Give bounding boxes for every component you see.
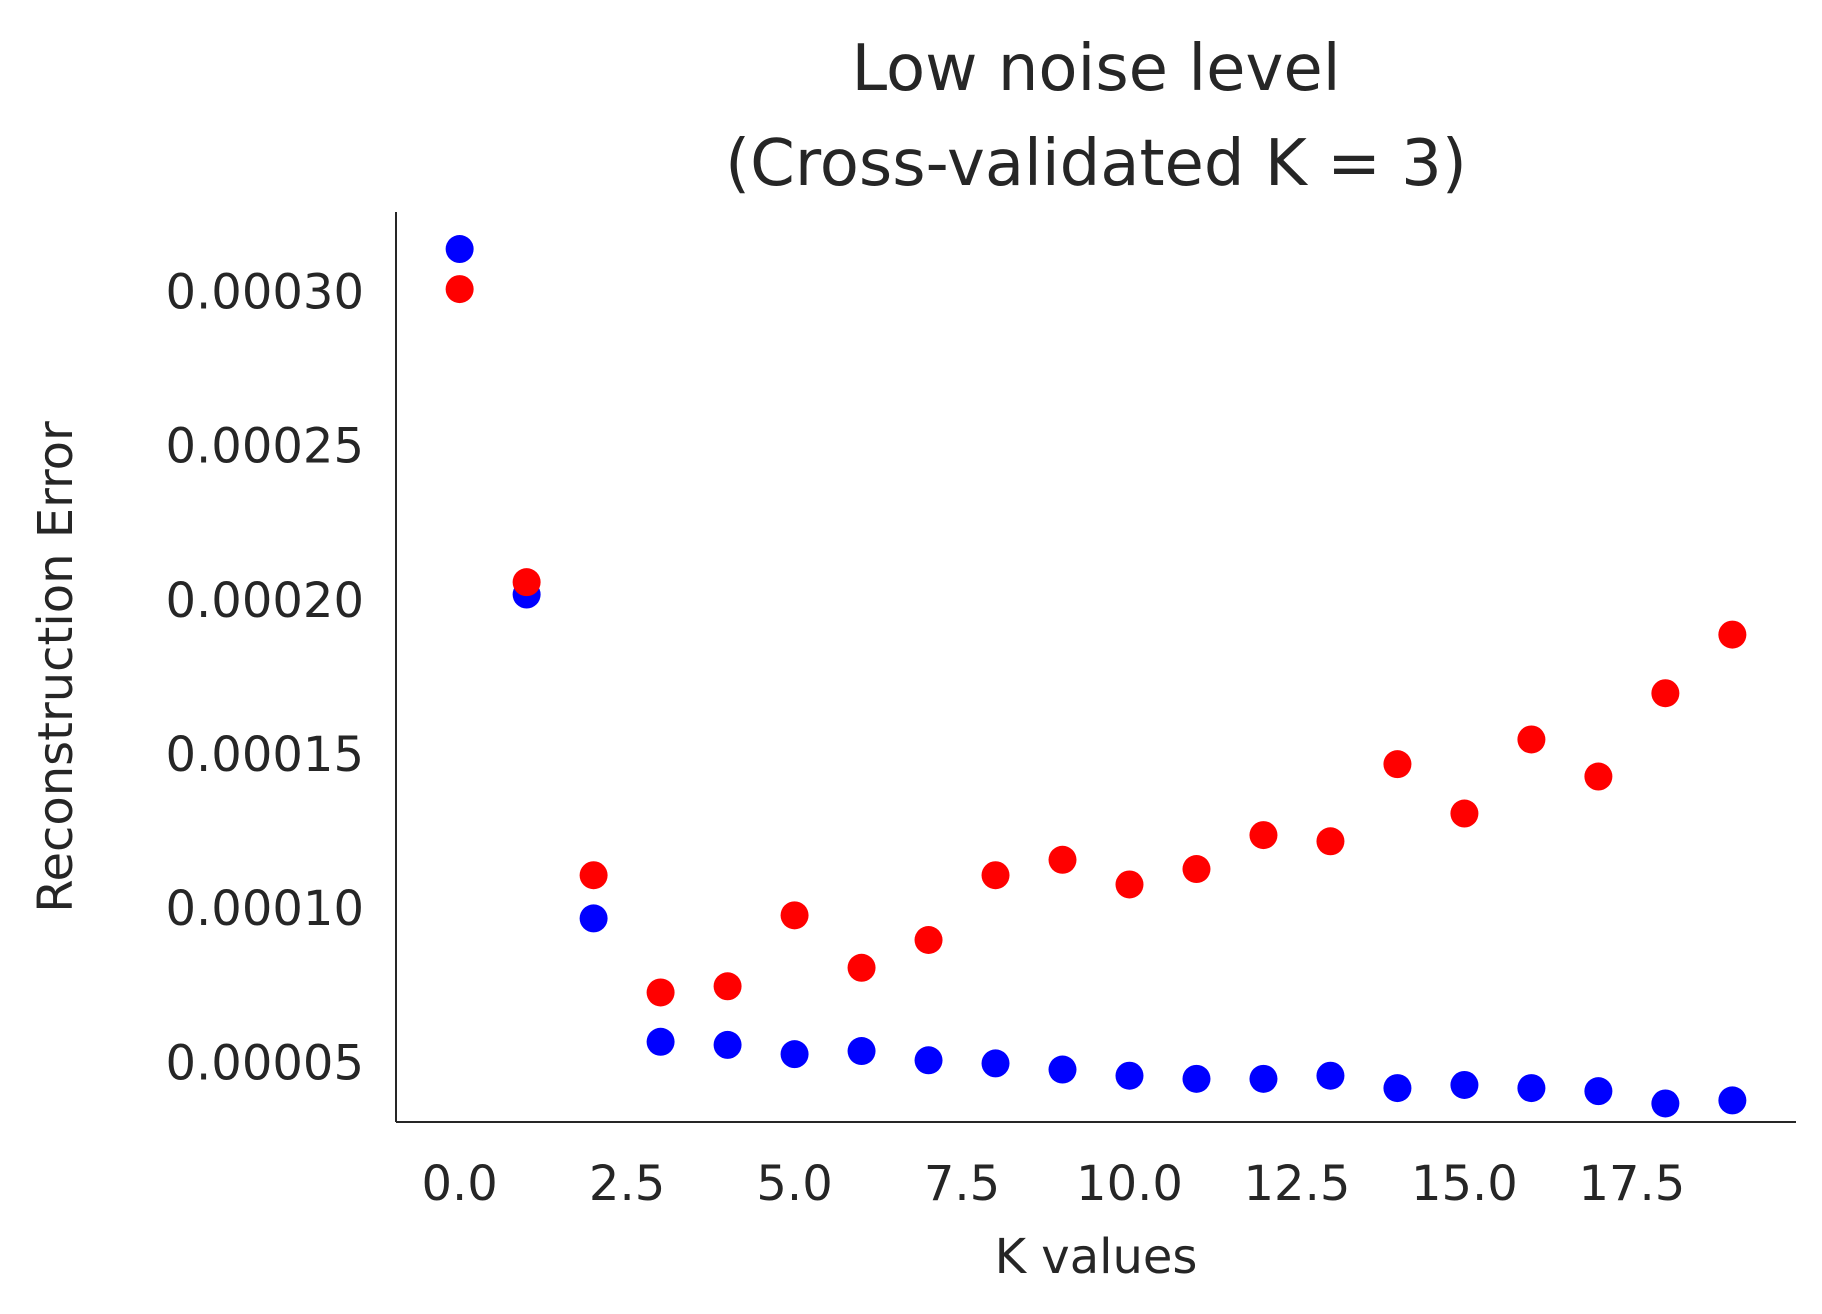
data-point-series-2 [512, 568, 541, 597]
x-tick-label: 5.0 [756, 1156, 832, 1212]
data-point-series-2 [847, 953, 876, 982]
x-tick-labels: 0.0 2.5 5.0 7.5 10.0 12.5 15.0 17.5 [421, 1156, 1685, 1212]
data-point-series-2 [1517, 725, 1546, 754]
data-point-series-2 [1450, 799, 1479, 828]
data-point-series-1 [445, 235, 474, 264]
data-point-series-1 [713, 1030, 742, 1059]
data-point-series-1 [1048, 1055, 1077, 1084]
x-tick-label: 12.5 [1244, 1156, 1351, 1212]
data-point-series-2 [1383, 750, 1412, 779]
data-point-series-1 [847, 1037, 876, 1066]
data-point-series-1 [780, 1040, 809, 1069]
data-point-series-1 [1115, 1061, 1144, 1090]
data-point-series-2 [1651, 679, 1680, 708]
data-point-series-1 [1182, 1064, 1211, 1093]
data-point-series-1 [1249, 1064, 1278, 1093]
data-point-series-2 [914, 926, 943, 954]
y-tick-label: 0.00015 [166, 727, 365, 783]
y-tick-label: 0.00025 [166, 419, 365, 475]
data-point-series-2 [1048, 845, 1077, 874]
data-point-series-2 [981, 861, 1010, 890]
y-axis-label: Reconstruction Error [28, 421, 84, 913]
x-tick-label: 10.0 [1076, 1156, 1183, 1212]
x-tick-label: 15.0 [1411, 1156, 1518, 1212]
x-tick-label: 7.5 [924, 1156, 1000, 1212]
data-point-series-1 [1383, 1074, 1412, 1103]
data-point-series-2 [1316, 827, 1345, 856]
y-tick-labels: 0.00005 0.00010 0.00015 0.00020 0.00025 0.000… [166, 264, 365, 1091]
data-point-series-2 [713, 972, 742, 1001]
data-point-series-2 [445, 275, 474, 304]
y-tick-label: 0.00030 [166, 264, 365, 320]
data-point-series-1 [1718, 1086, 1747, 1115]
data-point-series-2 [1182, 855, 1211, 884]
data-point-series-1 [914, 1046, 943, 1075]
data-point-series-1 [981, 1049, 1010, 1078]
y-tick-label: 0.00005 [166, 1035, 365, 1091]
data-point-series-1 [1450, 1070, 1479, 1099]
y-tick-label: 0.00020 [166, 573, 365, 629]
x-tick-label: 17.5 [1578, 1156, 1685, 1212]
data-point-series-2 [1584, 762, 1613, 791]
data-point-series-2 [1249, 821, 1278, 850]
data-point-series-1 [646, 1027, 675, 1056]
data-point-series-1 [1584, 1077, 1613, 1106]
data-point-series-1 [579, 904, 608, 933]
data-point-series-2 [579, 861, 608, 890]
data-point-series-1 [1517, 1074, 1546, 1103]
x-tick-label: 2.5 [589, 1156, 665, 1212]
data-point-series-2 [780, 901, 809, 930]
data-point-series-2 [1115, 870, 1144, 899]
plot-area: 0.0 2.5 5.0 7.5 10.0 12.5 15.0 17.5 0.000050.00… [166, 212, 1796, 1212]
data-points [445, 235, 1747, 1118]
x-tick-label: 0.0 [421, 1156, 497, 1212]
chart-title-line-2: (Cross-validated K = 3) [725, 127, 1467, 201]
data-point-series-1 [1651, 1089, 1680, 1118]
x-axis-label: K values [995, 1229, 1198, 1285]
data-point-series-1 [1316, 1061, 1345, 1090]
y-tick-label: 0.00010 [166, 881, 365, 937]
data-point-series-2 [646, 978, 675, 1007]
data-point-series-2 [1718, 620, 1747, 649]
chart-title-line-1: Low noise level [851, 32, 1340, 106]
